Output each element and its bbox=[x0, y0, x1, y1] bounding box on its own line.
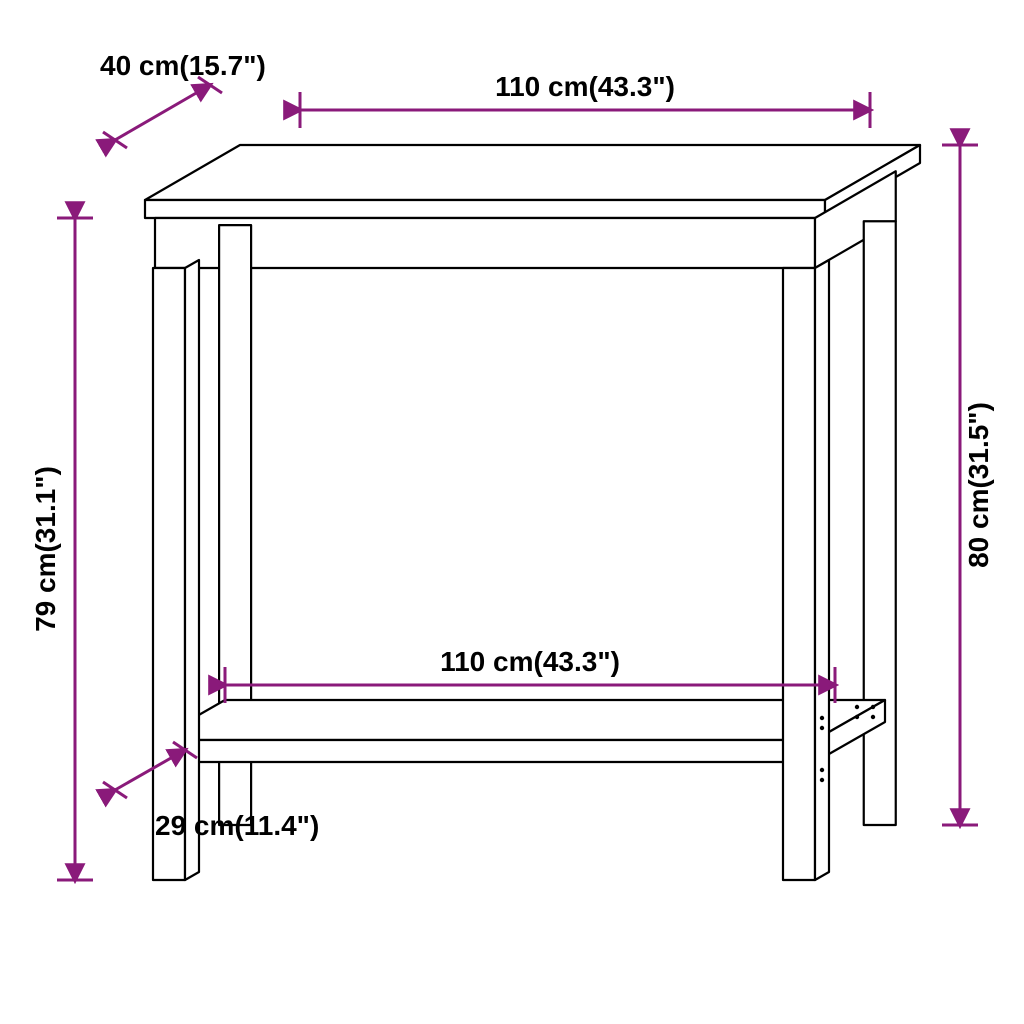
dim-height-right: 80 cm(31.5") bbox=[963, 402, 994, 568]
dim-shelf-depth: 29 cm(11.4") bbox=[155, 810, 319, 841]
dim-shelf-width: 110 cm(43.3") bbox=[440, 646, 620, 677]
dim-top-depth: 40 cm(15.7") bbox=[100, 50, 266, 81]
table-outline bbox=[145, 145, 920, 880]
dim-top-width: 110 cm(43.3") bbox=[495, 71, 675, 102]
dim-height-left: 79 cm(31.1") bbox=[30, 466, 61, 632]
dimension-diagram: 40 cm(15.7") 110 cm(43.3") 110 cm(43.3") 29… bbox=[0, 0, 1024, 1024]
